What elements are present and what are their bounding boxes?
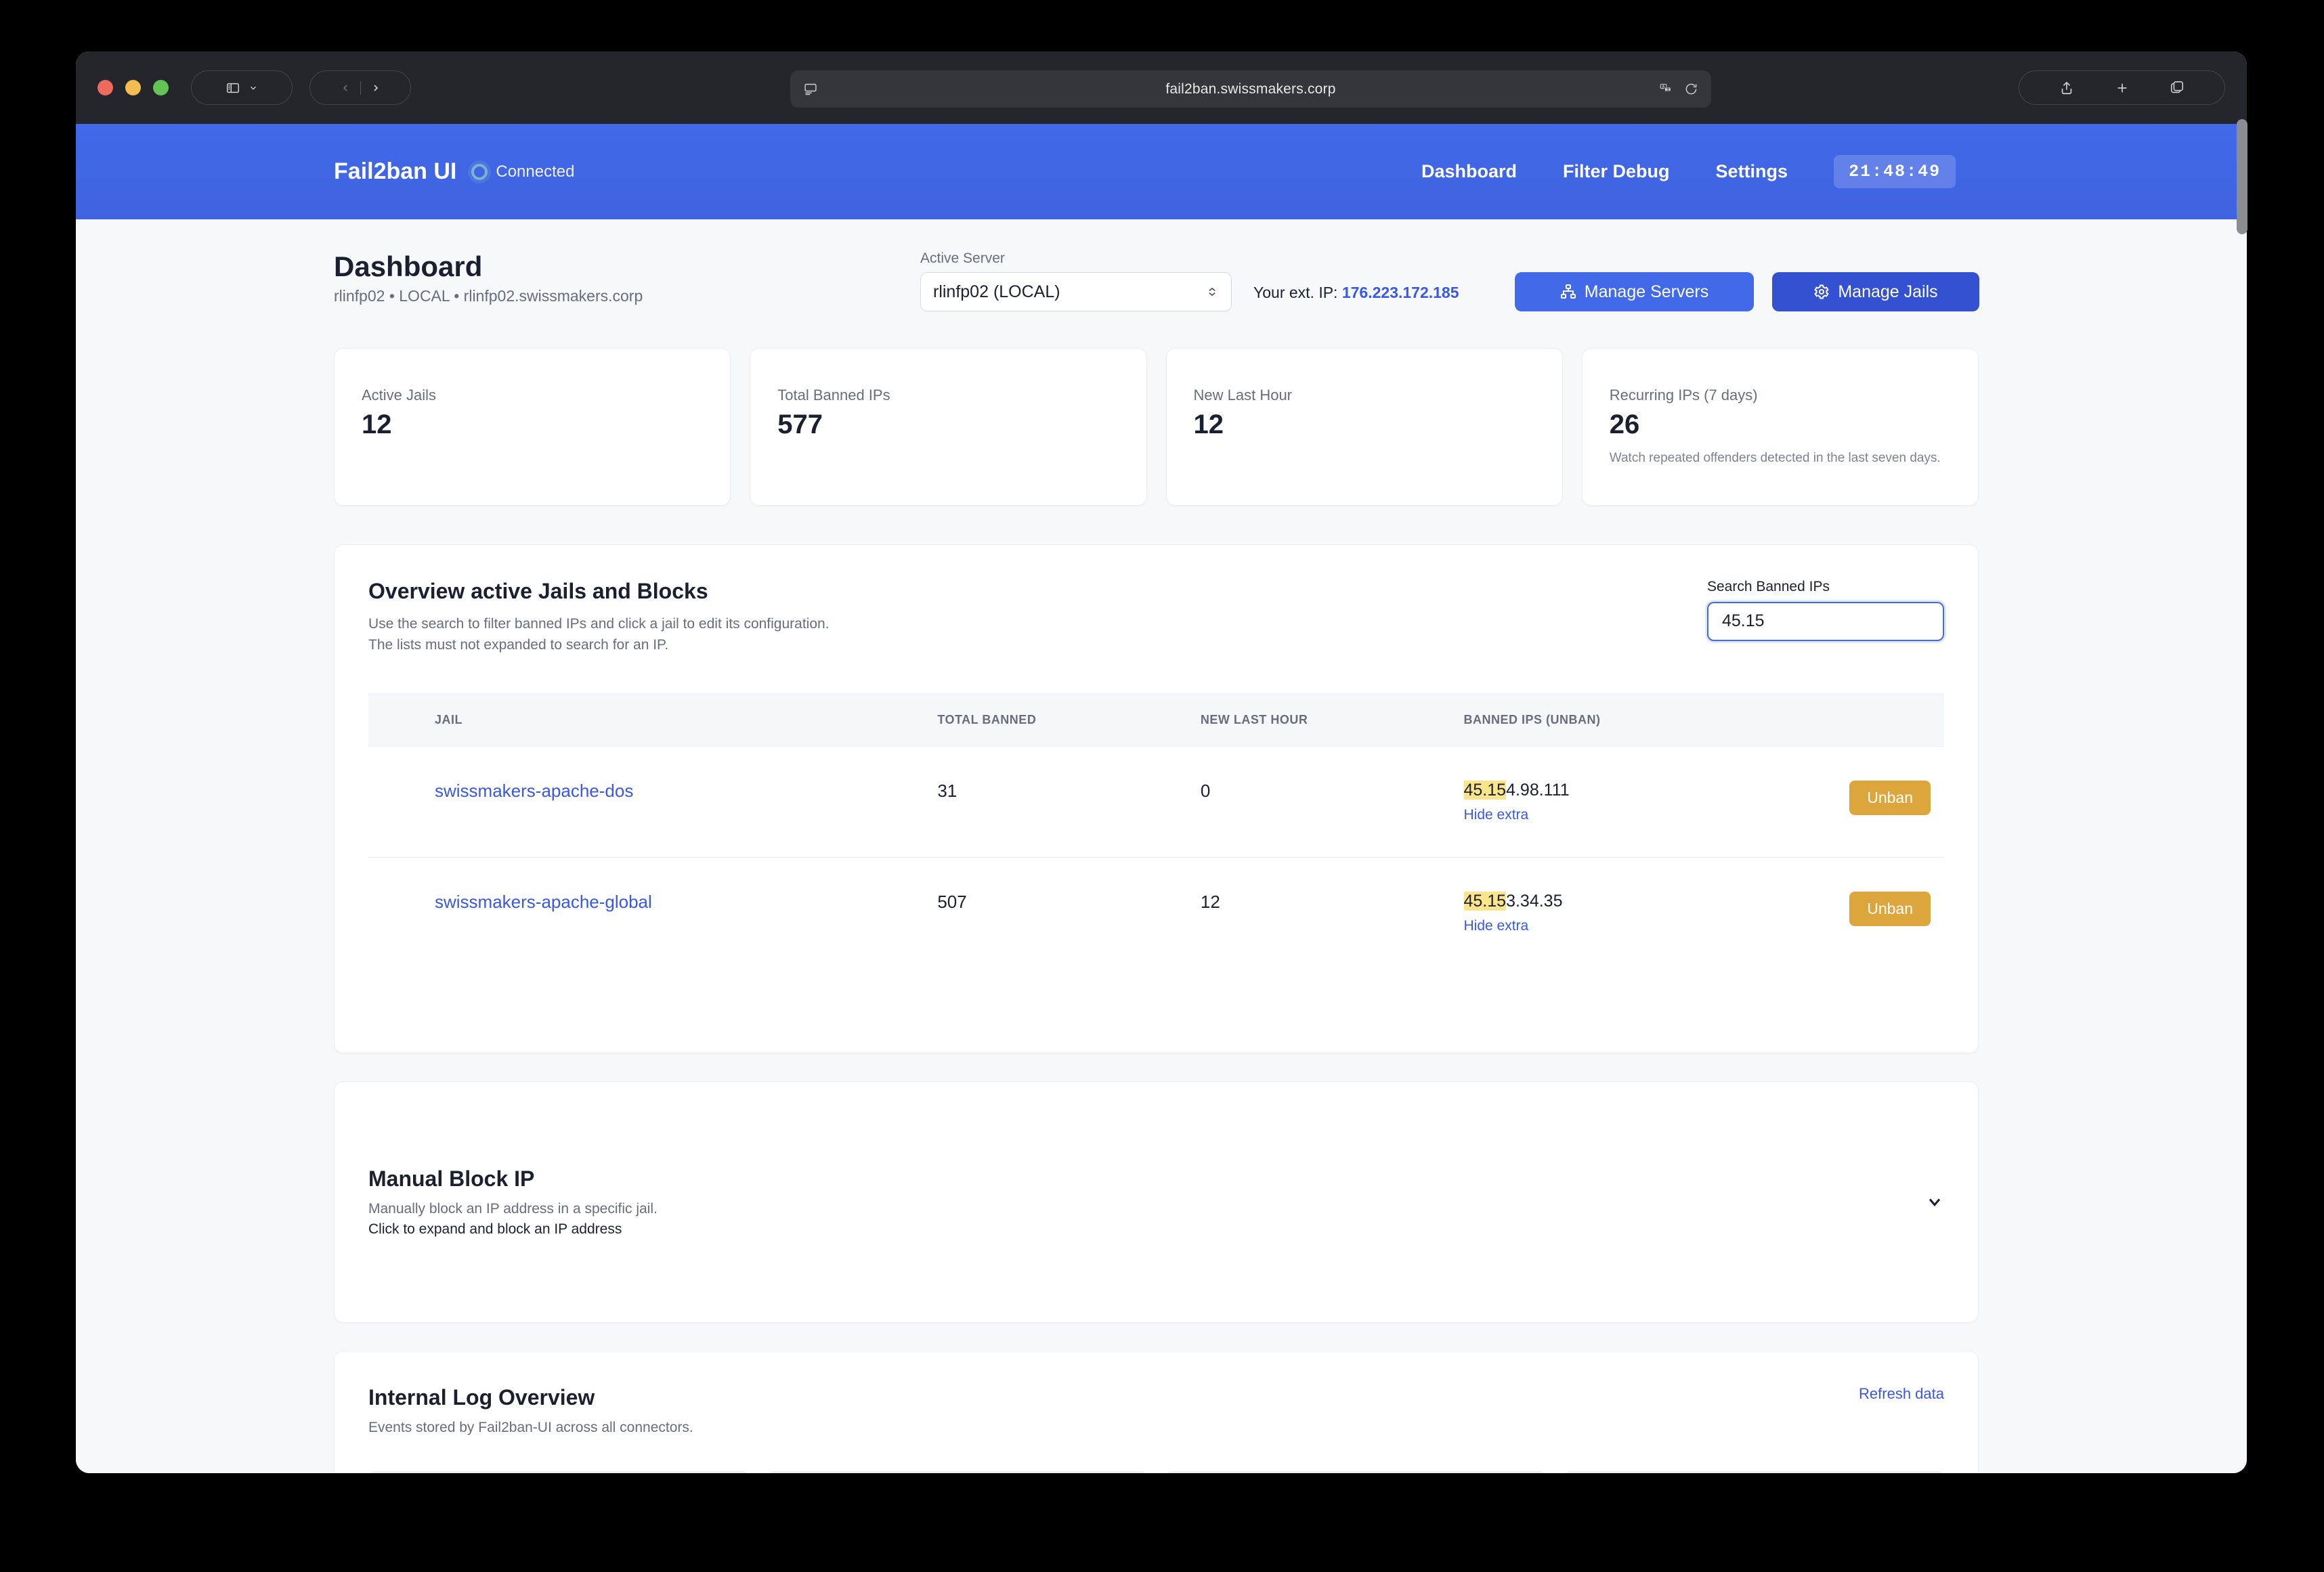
svg-text:A: A: [1662, 85, 1664, 89]
svg-text:文: 文: [1666, 87, 1670, 92]
